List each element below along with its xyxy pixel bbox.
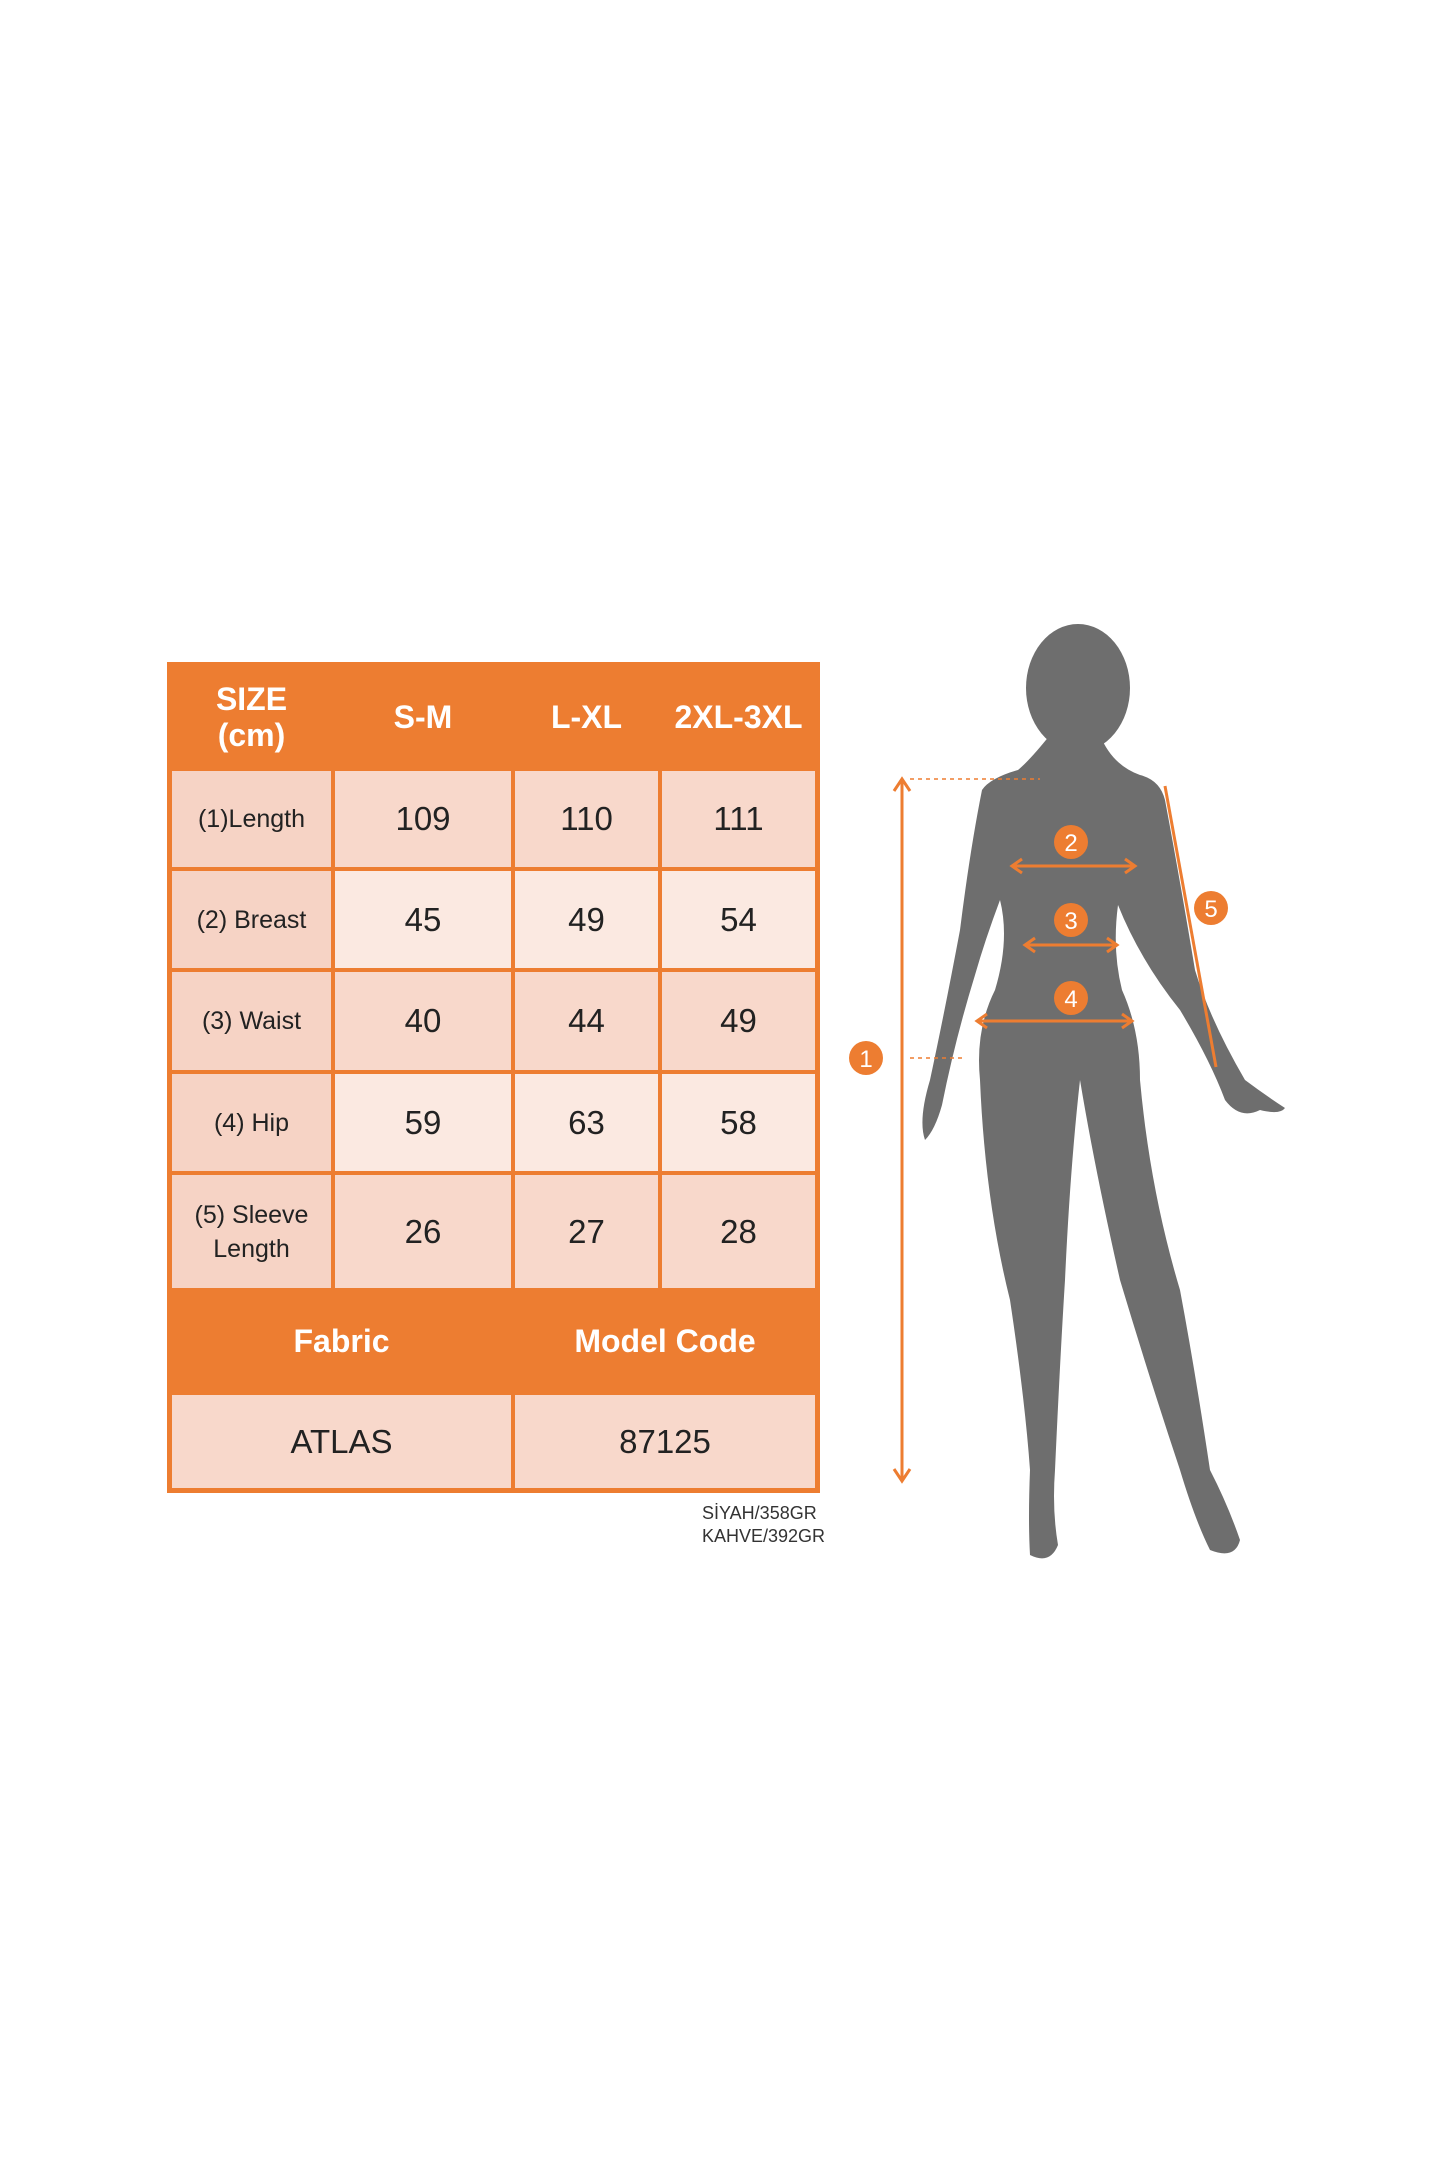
weight-brown: KAHVE/392GR bbox=[702, 1526, 826, 1546]
cell-value: 49 bbox=[660, 970, 817, 1072]
weight-black: SİYAH/358GR bbox=[702, 1503, 817, 1523]
body-silhouette bbox=[922, 624, 1285, 1559]
header-size: SIZE (cm) bbox=[170, 665, 333, 769]
cell-value: 40 bbox=[333, 970, 513, 1072]
cell-value: 59 bbox=[333, 1072, 513, 1173]
cell-value: 45 bbox=[333, 869, 513, 970]
cell-value: 27 bbox=[513, 1173, 660, 1290]
header-fabric: Fabric bbox=[170, 1290, 513, 1393]
sleeve-arrow bbox=[1163, 785, 1218, 1068]
row-label: (5) Sleeve Length bbox=[170, 1173, 333, 1290]
header-2xl-3xl: 2XL-3XL bbox=[660, 665, 817, 769]
marker-5-label: 5 bbox=[1204, 896, 1217, 923]
cell-value: 44 bbox=[513, 970, 660, 1072]
marker-1-icon bbox=[849, 1041, 883, 1075]
marker-4-icon bbox=[1054, 981, 1088, 1015]
marker-2-icon bbox=[1054, 825, 1088, 859]
marker-3-label: 3 bbox=[1064, 908, 1077, 935]
length-arrowheads bbox=[892, 776, 912, 1484]
cell-value: 63 bbox=[513, 1072, 660, 1173]
info-header-row: Fabric Model Code bbox=[170, 1290, 817, 1393]
waist-arrowheads bbox=[1022, 936, 1120, 954]
header-unit-label: (cm) bbox=[217, 717, 286, 753]
cell-value: 54 bbox=[660, 869, 817, 970]
marker-1-label: 1 bbox=[859, 1046, 872, 1073]
row-label: (2) Breast bbox=[170, 869, 333, 970]
table-row-sleeve-length: (5) Sleeve Length 26 27 28 bbox=[170, 1173, 817, 1290]
cell-value: 58 bbox=[660, 1072, 817, 1173]
info-value-row: ATLAS 87125 bbox=[170, 1393, 817, 1490]
cell-value: 110 bbox=[513, 769, 660, 869]
table-row-breast: (2) Breast 45 49 54 bbox=[170, 869, 817, 970]
marker-3-icon bbox=[1054, 903, 1088, 937]
size-chart-table: SIZE (cm) S-M L-XL 2XL-3XL (1)Length 109… bbox=[167, 662, 820, 1493]
row-label: (4) Hip bbox=[170, 1072, 333, 1173]
silhouette-head bbox=[1026, 624, 1130, 752]
row-label: (3) Waist bbox=[170, 970, 333, 1072]
cell-value: 109 bbox=[333, 769, 513, 869]
marker-2-label: 2 bbox=[1064, 830, 1077, 857]
model-code-value: 87125 bbox=[513, 1393, 817, 1490]
measurement-markers: 1 2 3 4 5 bbox=[849, 825, 1228, 1075]
header-size-label: SIZE bbox=[215, 681, 288, 717]
weight-notes: SİYAH/358GR KAHVE/392GR bbox=[702, 1502, 825, 1548]
table-header-row: SIZE (cm) S-M L-XL 2XL-3XL bbox=[170, 665, 817, 769]
row-label-line: (5) Sleeve bbox=[194, 1200, 309, 1229]
cell-value: 28 bbox=[660, 1173, 817, 1290]
header-model-code: Model Code bbox=[513, 1290, 817, 1393]
header-s-m: S-M bbox=[333, 665, 513, 769]
row-label-line: Length bbox=[213, 1234, 290, 1263]
hip-arrowheads bbox=[974, 1012, 1135, 1030]
row-label: (1)Length bbox=[170, 769, 333, 869]
table-row-hip: (4) Hip 59 63 58 bbox=[170, 1072, 817, 1173]
table-row-waist: (3) Waist 40 44 49 bbox=[170, 970, 817, 1072]
marker-4-label: 4 bbox=[1064, 986, 1077, 1013]
cell-value: 49 bbox=[513, 869, 660, 970]
marker-5-icon bbox=[1194, 891, 1228, 925]
measurement-lines bbox=[892, 776, 1218, 1484]
table-row-length: (1)Length 109 110 111 bbox=[170, 769, 817, 869]
cell-value: 111 bbox=[660, 769, 817, 869]
fabric-value: ATLAS bbox=[170, 1393, 513, 1490]
breast-arrowheads bbox=[1009, 857, 1138, 875]
header-l-xl: L-XL bbox=[513, 665, 660, 769]
cell-value: 26 bbox=[333, 1173, 513, 1290]
